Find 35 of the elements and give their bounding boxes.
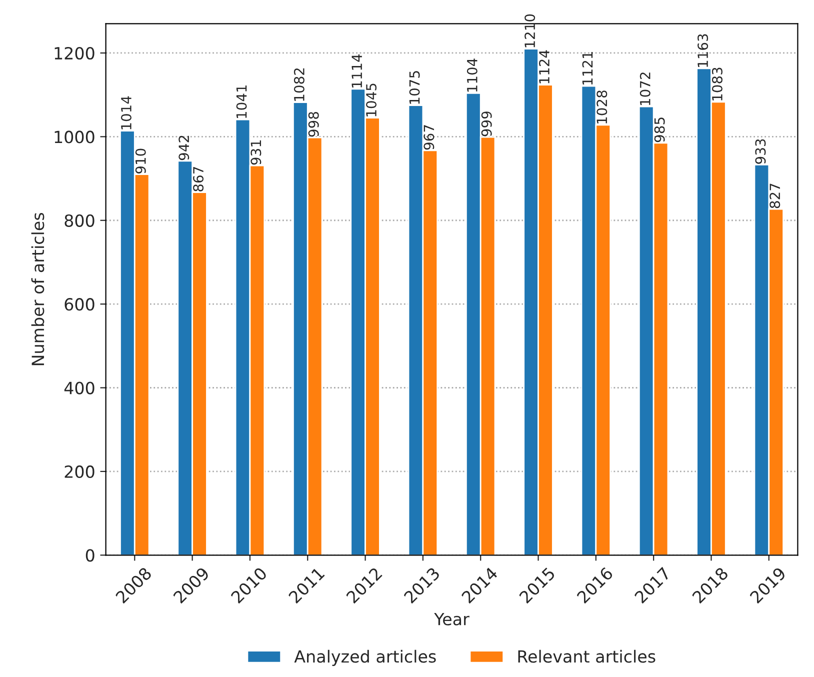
data-label: 967 xyxy=(424,125,434,150)
data-label: 1014 xyxy=(120,96,132,130)
data-label: 942 xyxy=(178,136,190,160)
legend-label: Analyzed articles xyxy=(294,650,436,666)
data-label: 933 xyxy=(755,139,766,164)
data-label: 1028 xyxy=(596,90,608,124)
y-axis-title: Number of articles xyxy=(31,212,44,366)
legend-label: Relevant articles xyxy=(518,650,656,663)
y-tick-label: 1200 xyxy=(54,46,94,60)
data-label: 1163 xyxy=(698,34,708,67)
data-label: 1045 xyxy=(366,84,377,116)
data-label: 1121 xyxy=(582,52,593,85)
y-tick-label: 400 xyxy=(64,382,94,394)
data-label: 867 xyxy=(193,167,204,192)
data-label: 999 xyxy=(481,112,492,136)
data-label: 827 xyxy=(770,184,780,208)
data-label: 1124 xyxy=(538,50,550,84)
data-label: 910 xyxy=(135,148,146,174)
data-label: 1210 xyxy=(524,14,536,48)
data-label: 1082 xyxy=(294,68,304,101)
data-label: 1041 xyxy=(236,85,247,118)
data-label: 931 xyxy=(250,140,262,165)
data-label: 998 xyxy=(308,112,319,137)
y-tick-label: 600 xyxy=(64,298,94,311)
data-label: 985 xyxy=(654,118,665,142)
y-tick-label: 1000 xyxy=(54,130,94,144)
data-label: 1104 xyxy=(466,58,478,92)
y-tick-label: 0 xyxy=(86,549,94,562)
data-label: 1075 xyxy=(409,71,420,104)
y-tick-label: 200 xyxy=(64,465,94,478)
data-label: 1114 xyxy=(352,54,362,88)
x-axis-title: Year xyxy=(434,613,470,626)
data-label: 1072 xyxy=(640,72,650,106)
y-tick-label: 800 xyxy=(64,214,94,227)
data-label: 1083 xyxy=(712,68,722,100)
